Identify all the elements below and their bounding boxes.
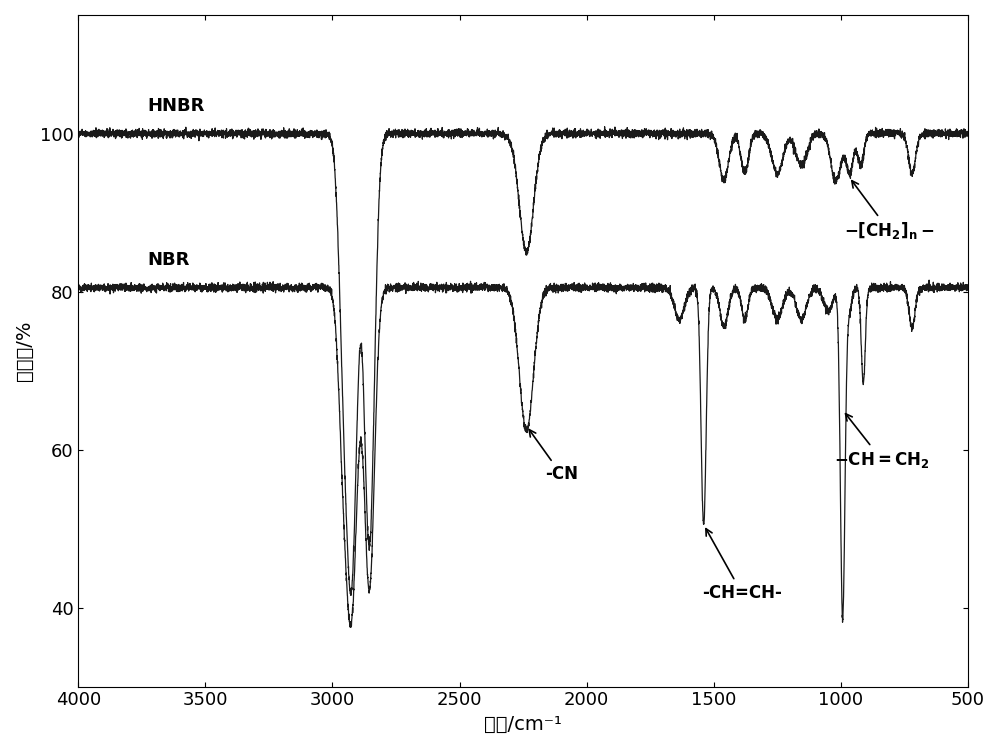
Text: -CN: -CN xyxy=(529,430,578,483)
Text: $\mathbf{-CH{=}CH_2}$: $\mathbf{-CH{=}CH_2}$ xyxy=(834,413,929,470)
Text: NBR: NBR xyxy=(147,251,189,269)
Text: $\mathbf{-[CH_2]_n-}$: $\mathbf{-[CH_2]_n-}$ xyxy=(844,181,934,241)
Y-axis label: 透过率/%: 透过率/% xyxy=(15,321,34,381)
X-axis label: 波长/cm⁻¹: 波长/cm⁻¹ xyxy=(484,715,562,734)
Text: HNBR: HNBR xyxy=(147,97,204,115)
Text: -CH=CH-: -CH=CH- xyxy=(702,529,782,602)
